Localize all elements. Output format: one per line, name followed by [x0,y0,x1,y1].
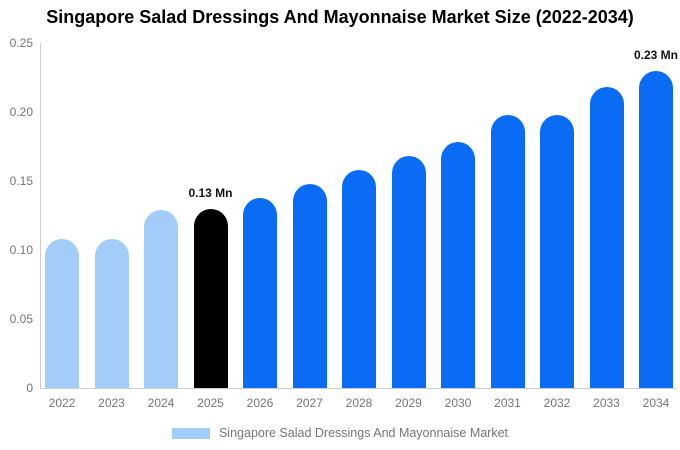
plot-area: 0 0.05 0.10 0.15 0.20 0.25 2022 2023 2024 2025 202… [10,36,678,410]
x-axis-label-2033: 2033 [593,396,620,410]
x-axis-label-2023: 2023 [98,396,125,410]
bar-2026[interactable] [243,197,277,388]
x-axis-label-2022: 2022 [48,396,76,410]
x-axis-label-2028: 2028 [345,396,373,410]
y-tick-label-0.15: 0.15 [9,174,33,188]
y-tick-label-0.20: 0.20 [9,105,33,119]
bar-2034[interactable] [639,70,673,388]
y-axis-line [40,43,41,389]
legend-swatch[interactable] [171,427,210,439]
bar-value-label-2025: 0.13 Mn [188,185,233,200]
x-axis-label-2024: 2024 [147,396,175,410]
bar-2027[interactable] [292,183,327,388]
bar-2030[interactable] [441,142,475,388]
x-axis-label-2034: 2034 [642,396,670,410]
y-tick-label-0.10: 0.10 [9,243,33,257]
x-axis-label-2030: 2030 [444,396,472,410]
legend: Singapore Salad Dressings And Mayonnaise… [0,426,680,440]
chart-title: Singapore Salad Dressings And Mayonnaise… [46,7,634,27]
bar-2032[interactable] [540,114,574,388]
bar-value-label-2034: 0.23 Mn [633,47,678,62]
bar-2028[interactable] [342,169,376,388]
bar-2029[interactable] [391,156,426,388]
y-tick-label-0.05: 0.05 [9,312,33,326]
x-axis-label-2025: 2025 [197,396,224,410]
legend-label[interactable]: Singapore Salad Dressings And Mayonnaise… [218,426,509,440]
bar-2031[interactable] [490,114,525,388]
x-axis-label-2026: 2026 [246,396,274,410]
x-axis-label-2032: 2032 [543,396,571,410]
bar-2033[interactable] [589,87,624,388]
y-tick-label-0.25: 0.25 [9,36,33,50]
x-axis-label-2029: 2029 [395,396,422,410]
bar-2024[interactable] [144,209,178,388]
x-axis-label-2031: 2031 [494,396,521,410]
x-axis-label-2027: 2027 [296,396,323,410]
bar-2023[interactable] [94,238,129,388]
y-tick-label-0: 0 [26,381,33,395]
bar-2025[interactable] [193,208,228,388]
x-axis-line [40,388,676,389]
bar-2022[interactable] [45,238,79,388]
